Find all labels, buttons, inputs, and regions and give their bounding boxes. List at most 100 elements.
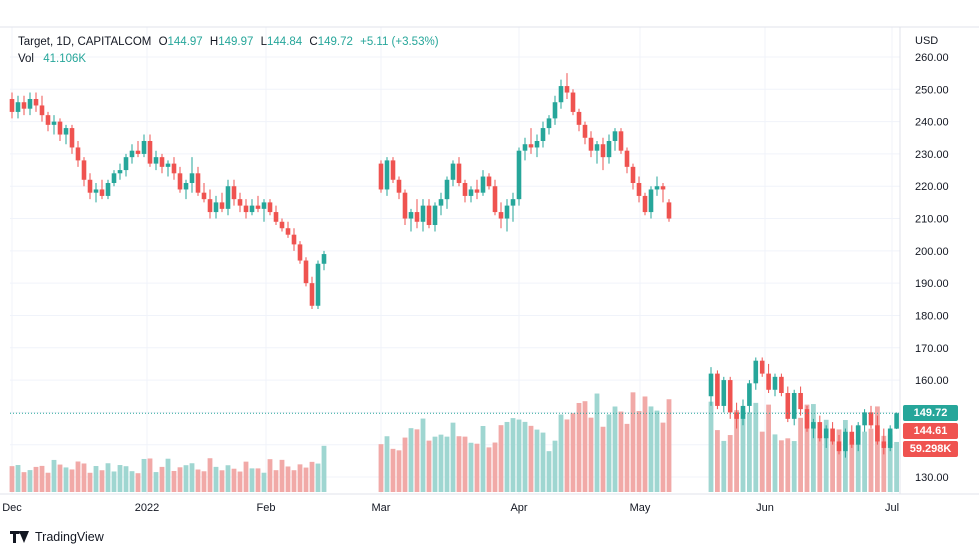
volume-bar	[492, 442, 498, 492]
candle-body	[823, 428, 829, 439]
candle-body	[261, 202, 267, 209]
volume-bar	[836, 429, 842, 492]
candle-body	[753, 360, 759, 384]
candle-body	[558, 86, 564, 103]
volume-bar	[261, 472, 267, 492]
volume-bar	[510, 418, 516, 492]
candle-body	[868, 412, 874, 426]
volume-bar	[588, 417, 594, 492]
candle-body	[516, 150, 522, 200]
candle-body	[759, 360, 765, 374]
candle-body	[21, 102, 27, 109]
volume-bar	[39, 465, 45, 492]
volume-bar	[522, 421, 528, 492]
candle-body	[830, 428, 835, 442]
symbol-title[interactable]: Target, 1D, CAPITALCOM	[18, 36, 152, 48]
volume-bar	[772, 434, 778, 492]
volume-bar	[273, 470, 279, 492]
volume-bar	[759, 431, 765, 492]
volume-bar	[708, 401, 714, 492]
volume-bar	[444, 436, 450, 492]
candle-body	[468, 189, 474, 196]
volume-bar	[546, 451, 552, 492]
candle-body	[600, 144, 606, 158]
volume-bar	[540, 432, 546, 492]
volume-bar	[51, 459, 57, 492]
price-tick-label: 240.00	[915, 117, 949, 129]
volume-bar	[462, 436, 468, 492]
volume-bar	[297, 464, 303, 492]
candle-body	[267, 202, 273, 213]
tradingview-logo-icon	[10, 531, 30, 543]
candle-body	[727, 380, 733, 413]
candle-body	[772, 376, 778, 390]
candle-body	[791, 393, 797, 419]
candle-body	[285, 228, 291, 235]
volume-bar	[468, 442, 474, 492]
volume-bar	[779, 440, 784, 492]
time-tick-label: May	[630, 502, 651, 514]
volume-bar	[618, 411, 624, 492]
volume-bar	[785, 438, 791, 492]
tradingview-brand[interactable]: TradingView	[10, 530, 104, 544]
volume-bar	[887, 434, 893, 492]
candle-body	[153, 157, 159, 164]
volume-bar	[660, 422, 666, 492]
candle-body	[785, 393, 791, 419]
candle-body	[474, 189, 480, 193]
volume-bar	[9, 466, 15, 492]
candle-body	[15, 102, 21, 112]
candle-body	[183, 183, 189, 190]
volume-bar	[715, 430, 720, 492]
candle-body	[546, 118, 552, 129]
price-tick-label: 170.00	[915, 343, 949, 355]
candle-body	[33, 99, 39, 106]
time-tick-label: Jul	[885, 502, 899, 514]
candle-body	[804, 409, 810, 429]
candle-body	[219, 202, 225, 209]
price-tick-label: 210.00	[915, 214, 949, 226]
volume-bar	[147, 458, 153, 492]
candle-body	[498, 212, 504, 219]
volume-bar	[624, 423, 630, 492]
candle-body	[734, 412, 739, 419]
volume-bar	[456, 436, 462, 492]
candle-body	[666, 202, 672, 219]
candle-body	[881, 441, 887, 448]
volume-bar	[766, 404, 771, 492]
volume-bar	[606, 414, 612, 492]
volume-bar	[237, 471, 243, 492]
volume-bar	[747, 412, 752, 492]
volume-bar	[564, 419, 570, 492]
candle-body	[135, 150, 141, 154]
volume-bar	[817, 435, 823, 492]
candle-body	[855, 425, 861, 445]
volume-bar	[231, 468, 237, 492]
candle-body	[642, 195, 648, 213]
candle-body	[528, 144, 534, 148]
candle-body	[522, 144, 528, 151]
candle-body	[444, 179, 450, 200]
volume-bar	[486, 447, 492, 492]
volume-bar	[129, 471, 135, 492]
volume-bar	[390, 448, 396, 492]
volume-bar	[315, 463, 321, 492]
volume-label[interactable]: Vol	[18, 53, 34, 65]
candle-body	[189, 173, 195, 183]
volume-bar	[153, 472, 159, 492]
volume-bar	[291, 470, 297, 492]
candle-body	[510, 199, 516, 206]
volume-bar	[207, 458, 213, 492]
volume-bar	[279, 459, 285, 492]
candle-body	[648, 189, 654, 213]
volume-bar	[285, 466, 291, 492]
volume-bar	[862, 431, 867, 492]
candle-body	[721, 380, 727, 406]
volume-bar	[171, 470, 177, 492]
volume-bar	[213, 466, 219, 492]
price-tick-label: 190.00	[915, 278, 949, 290]
candle-body	[612, 131, 618, 141]
close-label: C	[309, 36, 318, 48]
time-axis[interactable]: Dec 2022 Feb Mar Apr May Jun Jul	[2, 502, 899, 514]
